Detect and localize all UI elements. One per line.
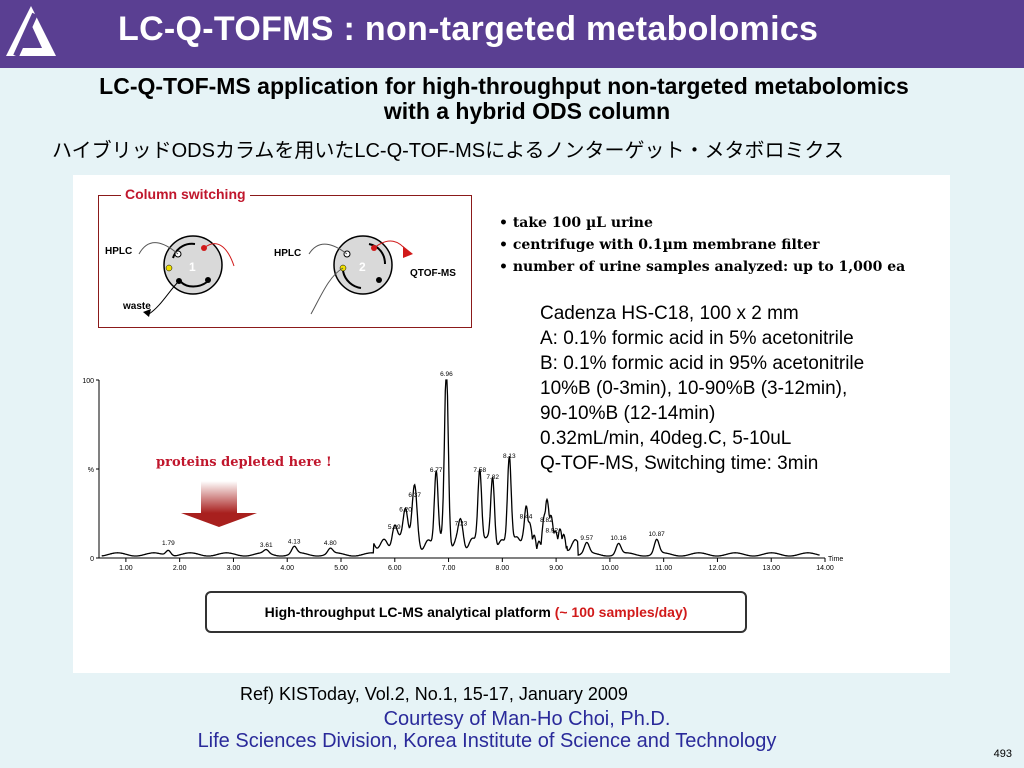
- x-tick-label: 7.00: [442, 565, 456, 572]
- peak-label: 8.44: [520, 513, 533, 520]
- bullet-item: • take 100 µL urine: [499, 215, 653, 231]
- japanese-title: ハイブリッドODSカラムを用いたLC-Q-TOF-MSによるノンターゲット・メタ…: [52, 140, 844, 162]
- waste-label: waste: [123, 301, 151, 312]
- waste-arrow-icon: [143, 309, 151, 317]
- peak-label: 8.82: [540, 517, 553, 524]
- column-switching-label: Column switching: [121, 186, 250, 202]
- proteins-depleted-annotation: proteins depleted here !: [156, 455, 332, 470]
- bullet-item: • number of urine samples analyzed: up t…: [499, 259, 906, 275]
- x-tick-label: 8.00: [496, 565, 510, 572]
- qtof-arrow-icon: [403, 246, 413, 258]
- peak-label: 7.82: [486, 474, 499, 481]
- subtitle-line-1: LC-Q-TOF-MS application for high-through…: [99, 73, 909, 99]
- peak-label: 10.16: [610, 535, 627, 542]
- down-arrow-icon: [181, 481, 257, 527]
- slide-title: LC-Q-TOFMS : non-targeted metabolomics: [118, 10, 819, 48]
- peak-label: 6.37: [408, 492, 421, 499]
- subtitle-line-2: with a hybrid ODS column: [383, 98, 671, 124]
- column-switching-diagram: [138, 235, 413, 317]
- courtesy-line-1: Courtesy of Man-Ho Choi, Ph.D.: [383, 708, 671, 730]
- x-tick-label: 10.00: [601, 565, 619, 572]
- peak-label: 6.20: [399, 506, 412, 513]
- condition-line: 90-10%B (12-14min): [540, 403, 716, 424]
- lc-conditions: Cadenza HS-C18, 100 x 2 mm A: 0.1% formi…: [540, 301, 864, 476]
- hplc-label-1: HPLC: [105, 246, 133, 257]
- courtesy-line-2: Life Sciences Division, Korea Institute …: [197, 730, 777, 752]
- y-tick-label: 100: [82, 378, 94, 385]
- y-tick-label: %: [88, 467, 94, 474]
- platform-throughput: (~ 100 samples/day): [554, 604, 688, 620]
- peak-label: 6.96: [440, 371, 453, 378]
- slide-header: LC-Q-TOFMS : non-targeted metabolomics: [0, 0, 1024, 68]
- condition-line: Cadenza HS-C18, 100 x 2 mm: [540, 303, 799, 324]
- platform-text: High-throughput LC-MS analytical platfor…: [264, 604, 555, 620]
- x-tick-label: 4.00: [280, 565, 294, 572]
- peak-label: 8.13: [503, 453, 516, 460]
- x-tick-label: 13.00: [762, 565, 780, 572]
- x-tick-label: 1.00: [119, 565, 133, 572]
- slide-subtitle: LC-Q-TOF-MS application for high-through…: [0, 74, 1024, 124]
- x-axis-label: Time: [828, 556, 843, 563]
- page-number: 493: [993, 748, 1012, 760]
- peak-label: 4.13: [288, 538, 301, 545]
- chromatogram-trace: [101, 379, 820, 557]
- peak-label: 7.58: [473, 467, 486, 474]
- x-tick-label: 11.00: [655, 565, 672, 572]
- peak-label: 5.99: [388, 524, 401, 531]
- sample-prep-list: • take 100 µL urine • centrifuge with 0.…: [499, 212, 905, 278]
- y-tick-label: 0: [90, 556, 94, 563]
- peak-label: 3.61: [260, 542, 273, 549]
- x-tick-label: 2.00: [173, 565, 187, 572]
- condition-line: 0.32mL/min, 40deg.C, 5-10uL: [540, 428, 792, 449]
- figure-panel: Column switching HPLC HPLC 1 2 waste QTO…: [73, 175, 950, 673]
- x-tick-label: 12.00: [709, 565, 727, 572]
- condition-line: Q-TOF-MS, Switching time: 3min: [540, 453, 819, 474]
- peak-label: 9.57: [580, 535, 593, 542]
- hplc-label-2: HPLC: [274, 248, 302, 259]
- reference: Ref) KISToday, Vol.2, No.1, 15-17, Janua…: [240, 684, 628, 704]
- bullet-item: • centrifuge with 0.1µm membrane filter: [499, 237, 820, 253]
- x-tick-label: 5.00: [334, 565, 348, 572]
- x-tick-label: 3.00: [227, 565, 241, 572]
- peak-label: 8.92: [545, 528, 558, 535]
- platform-box: High-throughput LC-MS analytical platfor…: [205, 591, 747, 633]
- peak-label: 4.80: [324, 540, 337, 547]
- condition-line: B: 0.1% formic acid in 95% acetonitrile: [540, 353, 865, 374]
- x-tick-label: 9.00: [549, 565, 563, 572]
- peak-label: 10.87: [649, 531, 666, 538]
- chromatogram-chart: 1.00 2.00 3.00 4.00 5.00 6.00 7.00 8.00 9.00 10.0…: [82, 371, 843, 572]
- x-tick-label: 6.00: [388, 565, 402, 572]
- qtof-label: QTOF-MS: [410, 268, 456, 279]
- condition-line: A: 0.1% formic acid in 5% acetonitrile: [540, 328, 854, 349]
- valve-1-number: 1: [189, 260, 196, 274]
- x-tick-label: 14.00: [816, 565, 834, 572]
- triangle-a-logo-icon: [0, 0, 62, 62]
- column-switching-box: Column switching HPLC HPLC 1 2 waste QTO…: [98, 186, 472, 328]
- valve-2-number: 2: [359, 260, 366, 274]
- peak-label: 6.77: [430, 467, 443, 474]
- peak-label: 1.79: [162, 540, 175, 547]
- peak-label: 7.23: [455, 521, 468, 528]
- condition-line: 10%B (0-3min), 10-90%B (3-12min),: [540, 378, 848, 399]
